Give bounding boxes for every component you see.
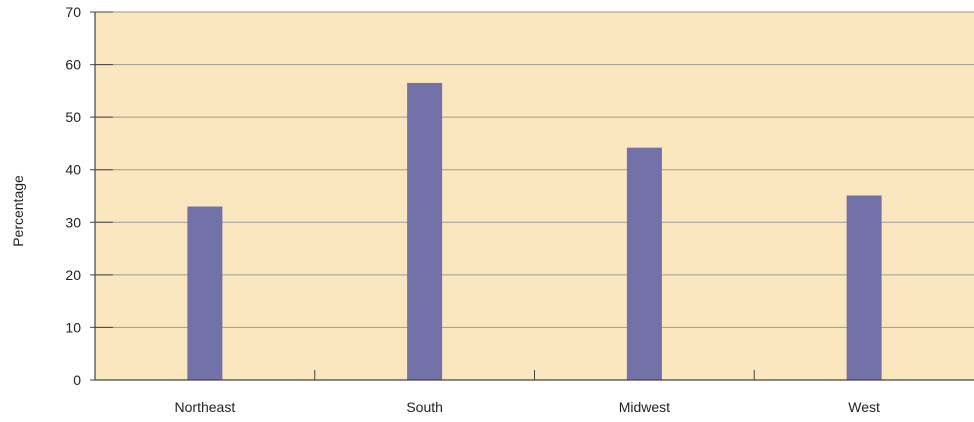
bar-south bbox=[407, 82, 443, 380]
gridlines bbox=[95, 11, 974, 328]
y-tick-labels: 0 10 20 30 40 50 60 70 bbox=[65, 4, 81, 388]
x-tick-label: South bbox=[406, 399, 443, 415]
y-tick-label: 70 bbox=[65, 4, 81, 20]
bar-midwest bbox=[626, 147, 662, 380]
y-tick-label: 0 bbox=[73, 372, 81, 388]
y-tick-label: 10 bbox=[65, 319, 81, 335]
x-tick-label: Midwest bbox=[619, 399, 670, 415]
axes bbox=[90, 11, 974, 381]
y-tick-label: 30 bbox=[65, 214, 81, 230]
y-tick-label: 20 bbox=[65, 267, 81, 283]
bar-northeast bbox=[187, 206, 223, 380]
bar-west bbox=[846, 195, 882, 380]
plot-background bbox=[95, 12, 974, 380]
y-axis-title: Percentage bbox=[10, 175, 26, 247]
y-tick-label: 40 bbox=[65, 162, 81, 178]
x-tick-labels: Northeast South Midwest West bbox=[175, 399, 881, 415]
bars bbox=[187, 82, 882, 380]
y-tick-label: 50 bbox=[65, 109, 81, 125]
x-tick-label: Northeast bbox=[175, 399, 236, 415]
y-tick-label: 60 bbox=[65, 57, 81, 73]
x-tick-label: West bbox=[848, 399, 880, 415]
